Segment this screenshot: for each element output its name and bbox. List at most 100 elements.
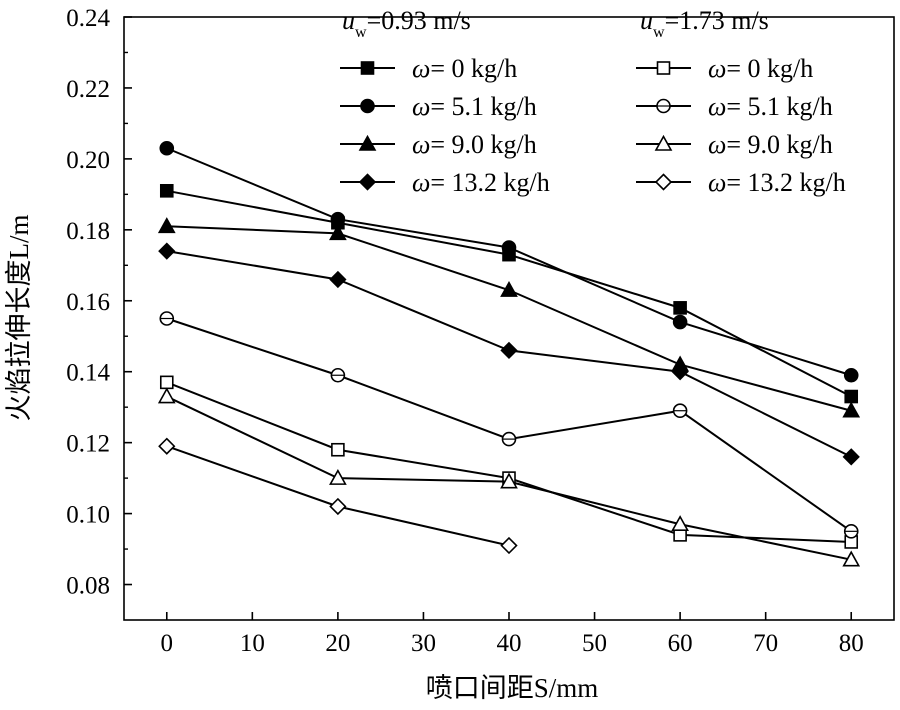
y-tick-label: 0.24 [66,5,110,32]
series-6 [157,387,861,567]
legend-heading-sub: w [653,24,665,41]
x-axis-ticks: 0 10 20 30 40 50 60 70 80 [161,612,864,657]
data-point [844,389,859,404]
y-tick-label: 0.12 [66,431,110,458]
data-point [158,437,176,455]
legend-heading-var: u [640,6,653,35]
legend-label-var: ω [708,92,726,121]
legend-swatch-marker [358,173,377,191]
data-point [157,217,176,234]
data-point [329,468,347,485]
legend-swatch-marker [654,173,673,191]
data-point [159,140,175,156]
series-1 [159,140,859,383]
y-tick-label: 0.18 [66,218,110,245]
series-2 [157,217,861,418]
legend-label: ω= 9.0 kg/h [412,130,537,159]
legend-entry-1: ω= 5.1 kg/h [340,92,537,121]
data-point [500,341,518,360]
series-layer [157,140,861,567]
legend-entry-2: ω= 9.0 kg/h [340,130,537,159]
series-7 [158,437,518,555]
legend-swatch-marker [360,61,375,75]
data-point [500,280,518,297]
data-point [501,240,517,255]
legend-label-name: = 5.1 kg/h [430,92,536,121]
legend-label-name: = 13.2 kg/h [726,168,845,197]
legend-group-heading: uw=1.73 m/s [640,6,769,41]
y-tick-label: 0.20 [66,147,110,174]
legend-swatch-marker [654,134,673,151]
legend-entry-0: ω= 0 kg/h [340,54,517,83]
x-tick-label: 80 [839,630,864,657]
legend-label-var: ω [412,130,430,159]
data-point [500,536,518,555]
legend-label: ω= 9.0 kg/h [708,130,833,159]
x-tick-label: 60 [668,630,693,657]
legend-label-name: = 9.0 kg/h [430,130,536,159]
y-tick-label: 0.14 [66,360,110,387]
legend-swatch-marker [656,61,671,75]
data-point [331,442,345,457]
data-point [672,314,688,330]
y-axis-label: 火焰拉伸长度L/m [4,215,34,422]
legend-label-var: ω [708,168,726,197]
legend-swatch-marker [358,134,377,151]
legend-entry-6: ω= 9.0 kg/h [636,130,833,159]
legend-heading-value: =1.73 m/s [665,6,769,35]
y-axis-ticks: 0.08 0.10 0.12 0.14 0.16 0.18 0.20 0.22 0.24 [66,5,132,600]
x-tick-label: 30 [411,630,436,657]
x-tick-label: 20 [325,630,350,657]
legend-label: ω= 0 kg/h [708,54,813,83]
legend-label-name: = 0 kg/h [726,54,813,83]
legend-swatch-marker [360,98,375,114]
legend-label-var: ω [708,130,726,159]
data-point [671,515,689,532]
legend-label: ω= 13.2 kg/h [412,168,550,197]
data-point [158,242,176,260]
data-point [159,375,174,390]
legend-entry-7: ω= 13.2 kg/h [636,168,846,197]
legend-label-var: ω [708,54,726,83]
y-tick-label: 0.16 [66,289,110,316]
legend-label-name: = 9.0 kg/h [726,130,832,159]
x-tick-label: 70 [753,630,778,657]
x-axis-label: 喷口间距S/mm [426,673,599,703]
data-point [330,211,346,227]
data-point [843,367,859,383]
data-point [842,401,861,418]
legend-label: ω= 0 kg/h [412,54,517,83]
series-3 [158,242,860,466]
legend-label-var: ω [412,54,430,83]
legend-heading-value: =0.93 m/s [367,6,471,35]
legend-group-heading: uw=0.93 m/s [342,6,471,41]
y-tick-label: 0.22 [66,76,110,103]
data-point [329,224,347,241]
x-tick-label: 40 [497,630,522,657]
data-point [671,363,689,381]
x-tick-label: 10 [240,630,265,657]
data-point [500,472,518,489]
legend-heading-var: u [342,6,355,35]
data-point [842,550,861,567]
data-point [159,184,174,198]
y-tick-label: 0.10 [66,502,110,529]
legend-label-var: ω [412,92,430,121]
y-tick-label: 0.08 [66,573,110,600]
legend-label-name: = 5.1 kg/h [726,92,832,121]
legend-entry-4: ω= 0 kg/h [636,54,813,83]
legend-label-name: = 0 kg/h [430,54,517,83]
x-tick-label: 50 [582,630,607,657]
data-point [842,448,860,466]
legend: uw=0.93 m/s uw=1.73 m/sω= 0 kg/hω= 5.1 kg… [340,6,846,197]
legend-label-name: = 13.2 kg/h [430,168,549,197]
legend-label-var: ω [412,168,430,197]
data-point [329,270,347,289]
legend-entry-3: ω= 13.2 kg/h [340,168,550,197]
legend-label: ω= 5.1 kg/h [412,92,537,121]
data-point [157,387,176,404]
legend-entry-5: ω= 5.1 kg/h [636,92,833,121]
legend-label: ω= 5.1 kg/h [708,92,833,121]
series-line [166,445,510,547]
